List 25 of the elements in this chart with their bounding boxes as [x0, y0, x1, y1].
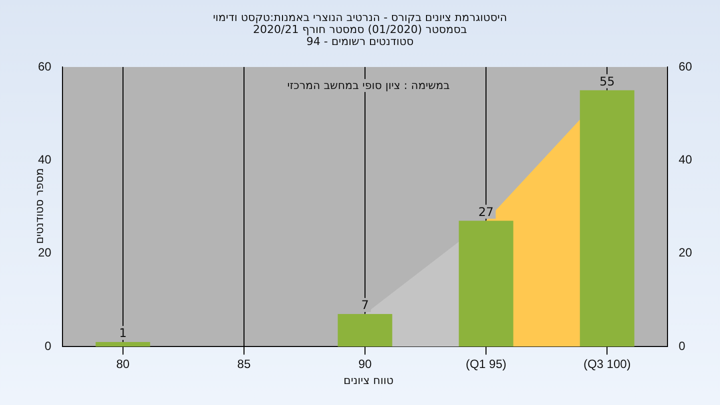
data-label: 55 [599, 74, 615, 88]
chart-title: היסטוגרמת ציונים בקורס - הנרטיב הנוצרי באמנות:טקסט ודימוי [212, 11, 508, 24]
bar [458, 220, 514, 347]
x-tick-label: (Q3 100) [583, 357, 631, 372]
bar [96, 342, 150, 347]
x-axis-title: טווח ציונים [342, 374, 394, 387]
y-tick-label: 20 [38, 246, 52, 260]
y-tick-label: 60 [38, 59, 52, 74]
data-label: 7 [361, 298, 369, 312]
y2-tick-label: 0 [678, 338, 686, 353]
y-axis-title: מספר סטודנטים [33, 168, 46, 244]
annotation: במשימה : ציון סופי במחשב המרכזי [284, 79, 453, 92]
y2-tick-label: 40 [678, 152, 692, 167]
x-tick-label: 85 [237, 357, 251, 372]
y-tick-label: 0 [44, 338, 52, 353]
data-label: 27 [478, 204, 494, 219]
bar [338, 314, 392, 347]
y2-tick-label: 20 [678, 246, 692, 260]
y2-tick-label: 60 [678, 59, 692, 74]
y-tick-label: 40 [38, 152, 52, 167]
x-tick-label: 80 [116, 357, 130, 372]
chart-subtitle: בסמסטר (01/2020) סמסטר חורף 2020/21 סטודנטים רשומים - 94 [253, 23, 468, 48]
x-tick-label: 90 [358, 357, 372, 372]
data-label: 1 [119, 326, 127, 340]
x-tick-label: (Q1 95) [466, 357, 506, 372]
